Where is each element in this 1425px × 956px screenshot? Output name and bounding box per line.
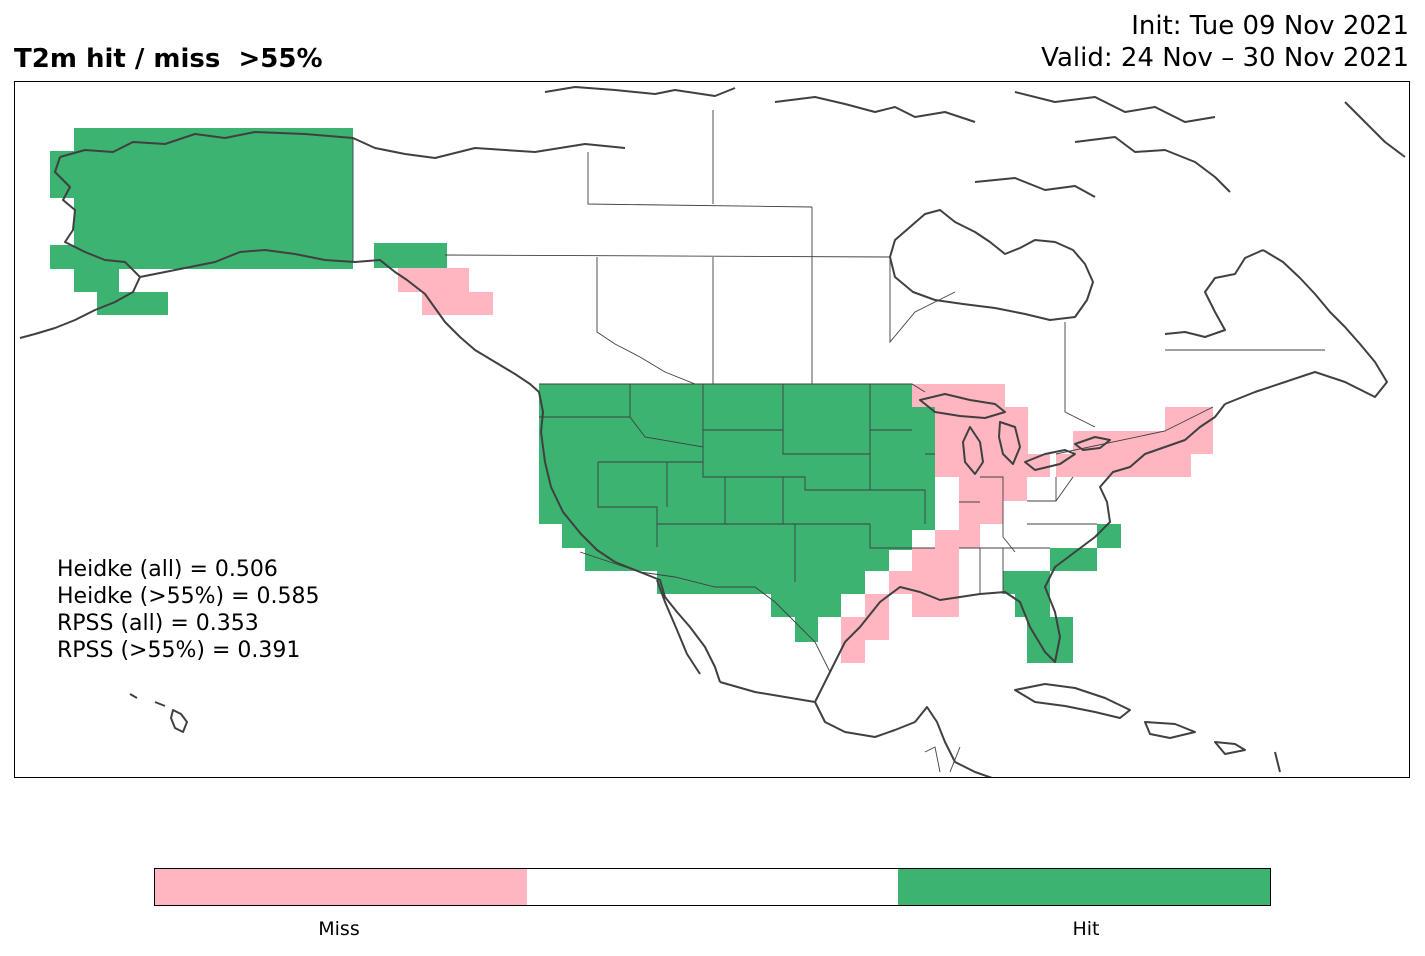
miss-region-gulf [841, 548, 959, 663]
border-canada-us [352, 138, 1214, 455]
coastline-arctic-islands [544, 86, 1406, 198]
colorbar-hit-label: Hit [1072, 918, 1100, 940]
border-central-america [924, 746, 961, 773]
coastline-east-canada [1164, 249, 1388, 405]
coastline-alaska [19, 131, 721, 683]
coastline-gulf [719, 403, 1226, 777]
colorbar-miss-segment [155, 869, 527, 905]
map-frame [14, 81, 1410, 778]
coastline-hawaii [129, 693, 188, 733]
hit-region-outer-banks [1097, 524, 1121, 548]
colorbar-hit-segment [898, 869, 1271, 905]
stat-heidke-all: Heidke (all) = 0.506 [57, 557, 278, 582]
hit-region-carolina [1050, 548, 1097, 571]
map-title: T2m hit / miss >55% [14, 44, 323, 74]
coastline-caribbean [1014, 683, 1281, 773]
border-us-mexico [579, 551, 831, 673]
date-info: Init: Tue 09 Nov 2021 Valid: 24 Nov – 30… [1041, 10, 1409, 74]
hit-region-alaska [50, 128, 353, 315]
stat-rpss-all: RPSS (all) = 0.353 [57, 611, 259, 636]
hit-region-conus-west [539, 384, 959, 642]
political-borders [352, 110, 1325, 773]
init-date: Init: Tue 09 Nov 2021 [1131, 11, 1409, 41]
valid-range: Valid: 24 Nov – 30 Nov 2021 [1041, 43, 1409, 73]
coastline-hudson-bay [889, 209, 1094, 321]
map-svg [19, 86, 1406, 777]
border-us-states [539, 384, 1097, 594]
stat-rpss-55: RPSS (>55%) = 0.391 [57, 638, 301, 663]
colorbar-neutral-segment [526, 869, 899, 905]
coastline-great-lakes [919, 393, 1111, 475]
colorbar [154, 868, 1271, 906]
colorbar-miss-label: Miss [318, 918, 360, 940]
hit-region-southeast [1003, 571, 1073, 663]
hit-cells [50, 128, 1121, 663]
miss-region-northeast [1056, 407, 1213, 477]
border-canada-provinces [587, 110, 1325, 428]
coastlines [19, 86, 1406, 777]
stat-heidke-55: Heidke (>55%) = 0.585 [57, 584, 320, 609]
skill-scores: Heidke (all) = 0.506 Heidke (>55%) = 0.5… [57, 556, 320, 664]
miss-region-panhandle [398, 268, 493, 315]
